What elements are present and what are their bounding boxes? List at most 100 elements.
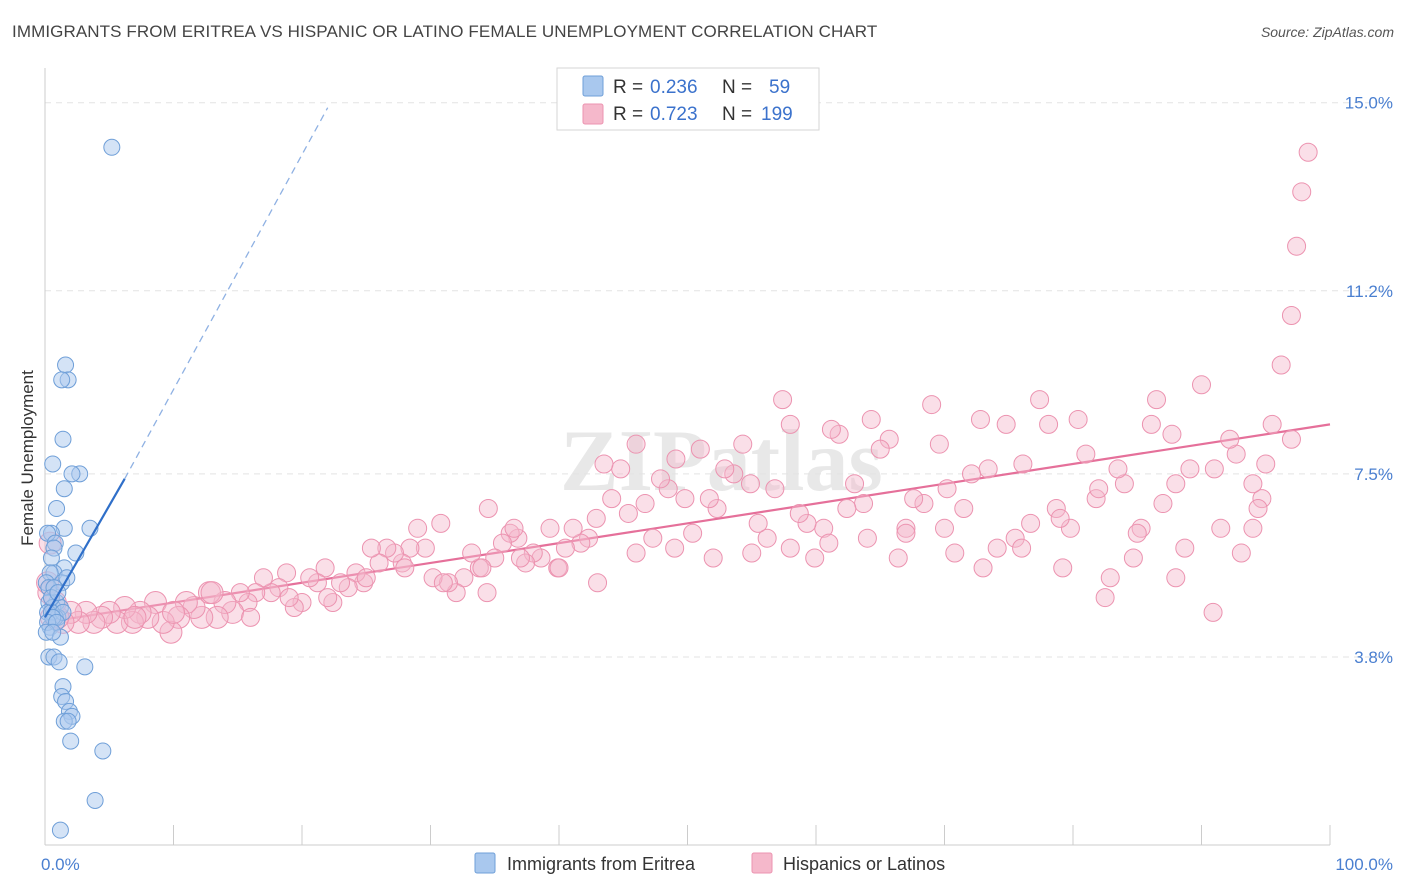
point-hispanics xyxy=(315,558,335,578)
point-hispanics xyxy=(626,434,646,454)
point-eritrea xyxy=(57,356,75,374)
point-hispanics xyxy=(733,434,753,454)
point-hispanics xyxy=(462,543,482,563)
point-hispanics xyxy=(123,605,147,629)
point-hispanics xyxy=(854,494,874,514)
point-hispanics xyxy=(1076,444,1096,464)
point-hispanics xyxy=(346,563,366,583)
point-eritrea xyxy=(44,623,62,641)
point-eritrea xyxy=(86,791,104,809)
point-hispanics xyxy=(1180,459,1200,479)
point-hispanics xyxy=(635,494,655,514)
point-hispanics xyxy=(1281,306,1301,326)
point-hispanics xyxy=(1175,538,1195,558)
point-hispanics xyxy=(361,538,381,558)
point-hispanics xyxy=(431,513,451,533)
point-hispanics xyxy=(523,543,543,563)
point-hispanics xyxy=(987,538,1007,558)
point-hispanics xyxy=(1153,494,1173,514)
point-hispanics xyxy=(789,503,809,523)
point-hispanics xyxy=(978,459,998,479)
point-hispanics xyxy=(415,538,435,558)
point-hispanics xyxy=(492,533,512,553)
point-hispanics xyxy=(423,568,443,588)
point-hispanics xyxy=(331,573,351,593)
x-tick-labels: 0.0% 100.0% xyxy=(41,855,1393,874)
point-eritrea xyxy=(51,821,69,839)
point-hispanics xyxy=(454,568,474,588)
point-hispanics xyxy=(724,464,744,484)
point-hispanics xyxy=(392,553,412,573)
point-hispanics xyxy=(1050,508,1070,528)
point-hispanics xyxy=(555,538,575,558)
point-hispanics xyxy=(1166,474,1186,494)
point-hispanics xyxy=(1220,429,1240,449)
x-tick-label: 0.0% xyxy=(41,855,80,874)
point-hispanics xyxy=(611,459,631,479)
point-hispanics xyxy=(618,503,638,523)
point-hispanics xyxy=(1021,513,1041,533)
point-hispanics xyxy=(1248,499,1268,519)
trend-line-eritrea-extrapolated xyxy=(124,107,329,480)
trend-line-hispanics xyxy=(44,423,1331,624)
point-hispanics xyxy=(1100,568,1120,588)
point-hispanics xyxy=(438,573,458,593)
point-hispanics xyxy=(970,409,990,429)
point-hispanics xyxy=(870,439,890,459)
point-hispanics xyxy=(765,479,785,499)
point-hispanics xyxy=(945,543,965,563)
legend-bottom-swatch-pink xyxy=(751,852,773,874)
point-hispanics xyxy=(973,558,993,578)
point-hispanics xyxy=(549,558,569,578)
legend-bottom-swatch-blue xyxy=(474,852,496,874)
point-hispanics xyxy=(961,464,981,484)
point-hispanics xyxy=(937,479,957,499)
point-hispanics xyxy=(1039,414,1059,434)
point-hispanics xyxy=(369,553,389,573)
legend-bottom-label-hispanics: Hispanics or Latinos xyxy=(783,854,945,874)
point-hispanics xyxy=(300,568,320,588)
point-hispanics xyxy=(780,538,800,558)
point-eritrea xyxy=(62,732,80,750)
point-hispanics xyxy=(1256,454,1276,474)
point-hispanics xyxy=(241,607,261,627)
point-hispanics xyxy=(1089,479,1109,499)
point-hispanics xyxy=(478,499,498,519)
point-hispanics xyxy=(1068,409,1088,429)
y-tick-label: 7.5% xyxy=(1354,465,1393,484)
point-hispanics xyxy=(1123,548,1143,568)
point-hispanics xyxy=(563,518,583,538)
legend-r-value-pink: 0.723 xyxy=(650,104,698,125)
point-hispanics xyxy=(1287,236,1307,256)
point-hispanics xyxy=(819,533,839,553)
point-hispanics xyxy=(929,434,949,454)
point-hispanics xyxy=(1012,538,1032,558)
legend-correlation: R = 0.236 N = 59 R = 0.723 N = 199 xyxy=(556,67,820,131)
point-eritrea xyxy=(50,653,68,671)
point-hispanics xyxy=(914,494,934,514)
legend-series: Immigrants from Eritrea Hispanics or Lat… xyxy=(474,852,945,874)
point-hispanics xyxy=(395,558,415,578)
point-eritrea xyxy=(63,465,81,483)
source-label: Source: ZipAtlas.com xyxy=(1260,24,1394,40)
point-eritrea xyxy=(53,371,71,389)
point-hispanics xyxy=(277,563,297,583)
point-hispanics xyxy=(1095,588,1115,608)
legend-swatch-pink xyxy=(582,103,604,125)
axes xyxy=(44,68,1331,846)
legend-r-label-blue: R = xyxy=(613,77,643,98)
legend-swatch-blue xyxy=(582,75,604,97)
point-hispanics xyxy=(1252,489,1272,509)
point-hispanics xyxy=(588,573,608,593)
point-hispanics xyxy=(113,595,137,619)
point-hispanics xyxy=(1211,518,1231,538)
trend-lines xyxy=(44,107,1331,624)
point-hispanics xyxy=(1005,528,1025,548)
point-hispanics xyxy=(922,395,942,415)
point-hispanics xyxy=(230,583,250,603)
point-hispanics xyxy=(356,568,376,588)
point-hispanics xyxy=(477,583,497,603)
point-hispanics xyxy=(748,513,768,533)
point-hispanics xyxy=(780,414,800,434)
